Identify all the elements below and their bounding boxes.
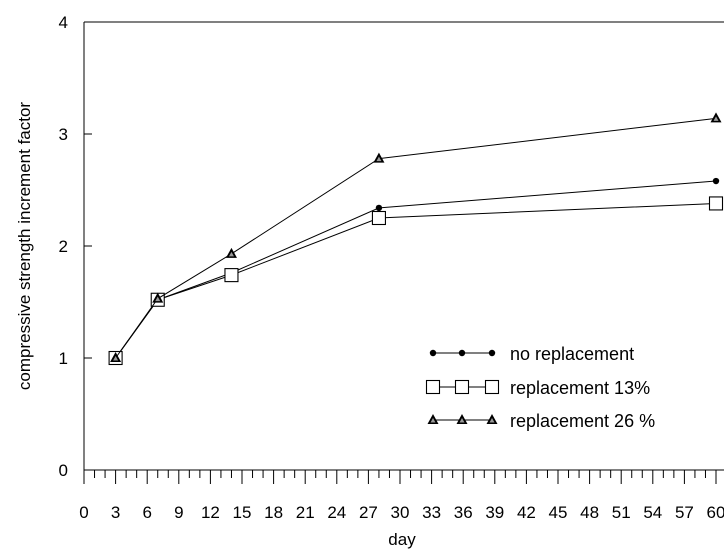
legend-marker xyxy=(488,349,496,357)
data-point xyxy=(373,152,385,163)
x-tick-label: 6 xyxy=(142,503,151,522)
x-tick-label: 3 xyxy=(111,503,120,522)
legend-item-3: replacement 26 % xyxy=(427,411,655,431)
x-tick-label: 27 xyxy=(359,503,378,522)
x-tick-label: 60 xyxy=(707,503,724,522)
data-point-inner xyxy=(155,296,161,302)
x-tick-label: 24 xyxy=(327,503,346,522)
legend-marker xyxy=(458,349,466,357)
data-point xyxy=(708,196,724,211)
legend-marker-inner xyxy=(489,418,495,423)
y-tick-label: 2 xyxy=(59,237,68,256)
series-2 xyxy=(108,196,724,366)
legend-item-2: replacement 13% xyxy=(425,378,650,398)
x-tick-label: 12 xyxy=(201,503,220,522)
series-1 xyxy=(112,177,720,362)
legend-marker xyxy=(425,379,441,395)
data-point xyxy=(110,352,122,362)
x-tick-label: 51 xyxy=(612,503,631,522)
x-tick-label: 54 xyxy=(643,503,662,522)
x-tick-label: 36 xyxy=(454,503,473,522)
data-point xyxy=(712,177,720,185)
x-tick-label: 15 xyxy=(233,503,252,522)
legend-marker-inner xyxy=(459,418,465,423)
series-layer xyxy=(108,112,724,366)
data-point xyxy=(224,268,239,283)
legend-marker xyxy=(456,414,468,424)
series-line xyxy=(115,202,717,359)
y-axis-label: compressive strength increment factor xyxy=(15,102,34,391)
y-tick-label: 3 xyxy=(59,125,68,144)
legend-marker xyxy=(429,349,437,357)
y-tick-label: 4 xyxy=(59,13,68,32)
x-tick-label: 9 xyxy=(174,503,183,522)
legend-marker xyxy=(484,379,500,395)
x-tick-label: 0 xyxy=(79,503,88,522)
data-point xyxy=(375,204,383,212)
legend-item-1: no replacement xyxy=(429,344,634,364)
x-tick-label: 18 xyxy=(264,503,283,522)
legend-label: replacement 13% xyxy=(510,378,650,398)
data-point xyxy=(225,247,237,258)
legend-marker xyxy=(454,379,470,395)
x-tick-label: 48 xyxy=(580,503,599,522)
x-tick-label: 33 xyxy=(422,503,441,522)
x-tick-label: 39 xyxy=(485,503,504,522)
x-tick-label: 45 xyxy=(549,503,568,522)
legend-marker xyxy=(427,414,439,424)
x-tick-label: 42 xyxy=(517,503,536,522)
data-point-inner xyxy=(228,251,234,257)
legend-label: replacement 26 % xyxy=(510,411,655,431)
legend-label: no replacement xyxy=(510,344,634,364)
series-line xyxy=(115,117,717,359)
x-tick-label: 21 xyxy=(296,503,315,522)
data-point xyxy=(710,112,722,123)
x-tick-label: 57 xyxy=(675,503,694,522)
series-3 xyxy=(110,112,722,362)
data-point-inner xyxy=(113,356,119,361)
legend-marker xyxy=(486,414,498,424)
data-point xyxy=(152,292,164,303)
y-tick-label: 1 xyxy=(59,349,68,368)
legend-marker-inner xyxy=(430,418,436,423)
y-tick-label: 0 xyxy=(59,461,68,480)
x-tick-label: 30 xyxy=(391,503,410,522)
legend: no replacement replacement 13% replacement… xyxy=(425,344,655,431)
x-axis-label: day xyxy=(388,530,416,549)
data-point xyxy=(371,210,386,226)
data-point-inner xyxy=(713,116,719,121)
data-point-inner xyxy=(376,156,382,162)
